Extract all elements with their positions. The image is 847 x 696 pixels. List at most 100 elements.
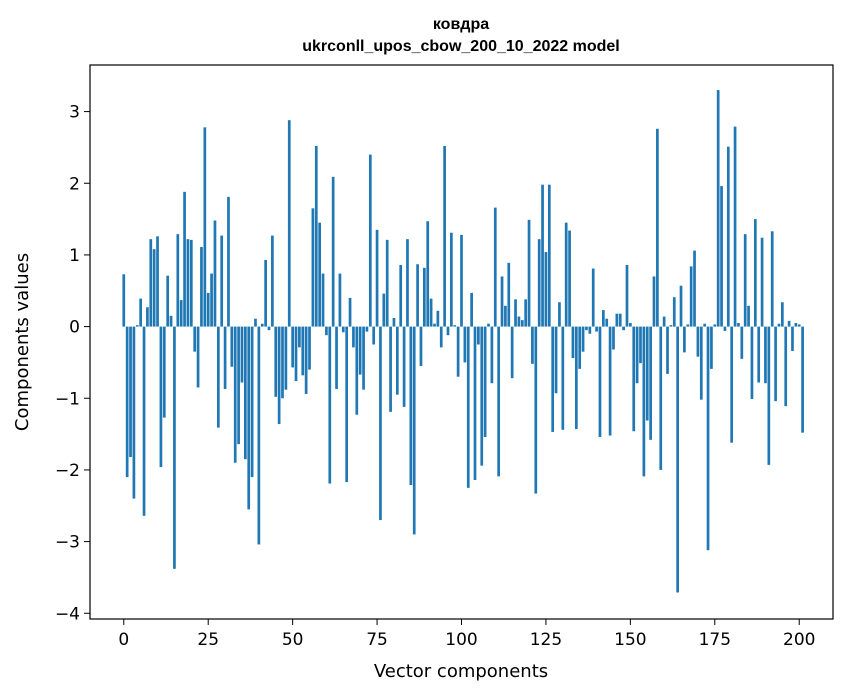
x-tick-label: 100 xyxy=(445,630,477,650)
y-tick-label: −1 xyxy=(55,389,80,409)
bar-197 xyxy=(787,320,791,327)
bar-58 xyxy=(318,222,321,327)
bar-121 xyxy=(531,326,534,364)
bar-90 xyxy=(426,221,430,327)
bar-33 xyxy=(233,326,237,463)
bar-36 xyxy=(244,326,247,460)
bar-173 xyxy=(706,326,710,551)
bar-151 xyxy=(632,326,636,432)
x-tick-label: 0 xyxy=(118,630,129,650)
x-tick-label: 175 xyxy=(699,630,731,650)
bar-181 xyxy=(733,126,737,327)
bar-171 xyxy=(699,326,703,400)
bar-83 xyxy=(402,326,406,407)
bar-68 xyxy=(352,326,355,348)
bar-4 xyxy=(135,325,139,327)
bar-92 xyxy=(433,323,436,327)
bar-41 xyxy=(260,323,264,327)
y-tick-label: 2 xyxy=(69,174,80,194)
bar-106 xyxy=(480,326,484,466)
bar-199 xyxy=(794,323,798,327)
bar-161 xyxy=(666,326,669,374)
bar-86 xyxy=(412,326,416,535)
bar-190 xyxy=(764,326,767,384)
bar-67 xyxy=(348,297,352,327)
bar-123 xyxy=(537,239,541,327)
bar-87 xyxy=(416,264,419,327)
bar-134 xyxy=(574,326,578,430)
bar-144 xyxy=(608,326,612,436)
x-tick-label: 25 xyxy=(197,630,219,650)
bar-184 xyxy=(743,234,747,327)
bar-137 xyxy=(585,326,588,331)
bar-195 xyxy=(780,302,784,327)
bar-72 xyxy=(365,326,369,332)
y-tick-label: −3 xyxy=(55,533,80,553)
bar-89 xyxy=(423,267,426,327)
bar-147 xyxy=(618,313,622,327)
x-axis-label: Vector components xyxy=(374,661,548,682)
chart-title: ковдра xyxy=(433,16,489,33)
bar-196 xyxy=(784,326,788,407)
bar-49 xyxy=(287,120,291,327)
bar-64 xyxy=(338,273,342,327)
bar-158 xyxy=(656,128,659,327)
bar-156 xyxy=(649,326,652,440)
bar-140 xyxy=(595,326,598,332)
bar-188 xyxy=(757,326,761,383)
bar-32 xyxy=(230,326,234,367)
bar-163 xyxy=(672,297,676,327)
bar-112 xyxy=(500,276,504,327)
bar-19 xyxy=(186,239,190,327)
bar-99 xyxy=(456,326,460,377)
bar-115 xyxy=(510,326,514,379)
bar-16 xyxy=(176,234,180,327)
bar-169 xyxy=(693,250,696,327)
bar-180 xyxy=(730,326,734,443)
bar-122 xyxy=(534,326,538,494)
bar-66 xyxy=(345,326,349,483)
bar-107 xyxy=(483,326,487,437)
bar-18 xyxy=(183,191,186,327)
bar-46 xyxy=(277,326,281,425)
x-tick-label: 75 xyxy=(366,630,388,650)
bar-101 xyxy=(463,326,467,363)
bar-21 xyxy=(193,326,197,352)
bar-166 xyxy=(683,326,686,353)
bar-126 xyxy=(547,184,551,327)
bar-78 xyxy=(385,239,389,327)
y-axis-label: Components values xyxy=(12,253,33,431)
bar-73 xyxy=(368,154,372,327)
bar-74 xyxy=(372,326,376,345)
bar-148 xyxy=(622,326,625,331)
bar-191 xyxy=(767,326,771,465)
bar-60 xyxy=(325,326,328,336)
bar-174 xyxy=(710,326,713,369)
bar-100 xyxy=(460,234,463,327)
bar-124 xyxy=(541,184,544,327)
bar-192 xyxy=(770,231,774,327)
bar-187 xyxy=(753,219,757,327)
bar-84 xyxy=(406,239,409,327)
bar-10 xyxy=(156,236,159,327)
bar-70 xyxy=(358,326,362,375)
bar-23 xyxy=(200,247,203,327)
bar-39 xyxy=(254,318,257,327)
bar-135 xyxy=(578,326,582,369)
bar-165 xyxy=(679,285,683,327)
bar-194 xyxy=(777,323,781,327)
bar-152 xyxy=(635,326,639,384)
bar-198 xyxy=(791,326,794,351)
bar-118 xyxy=(520,320,524,327)
bar-117 xyxy=(517,316,521,327)
bar-146 xyxy=(615,313,619,327)
bar-13 xyxy=(166,275,170,327)
bar-91 xyxy=(429,298,433,327)
bar-88 xyxy=(419,326,423,367)
bar-9 xyxy=(152,249,156,327)
bar-129 xyxy=(558,302,561,327)
bar-38 xyxy=(250,326,254,478)
bar-85 xyxy=(409,326,413,485)
bar-30 xyxy=(223,326,227,389)
bar-76 xyxy=(379,326,382,521)
